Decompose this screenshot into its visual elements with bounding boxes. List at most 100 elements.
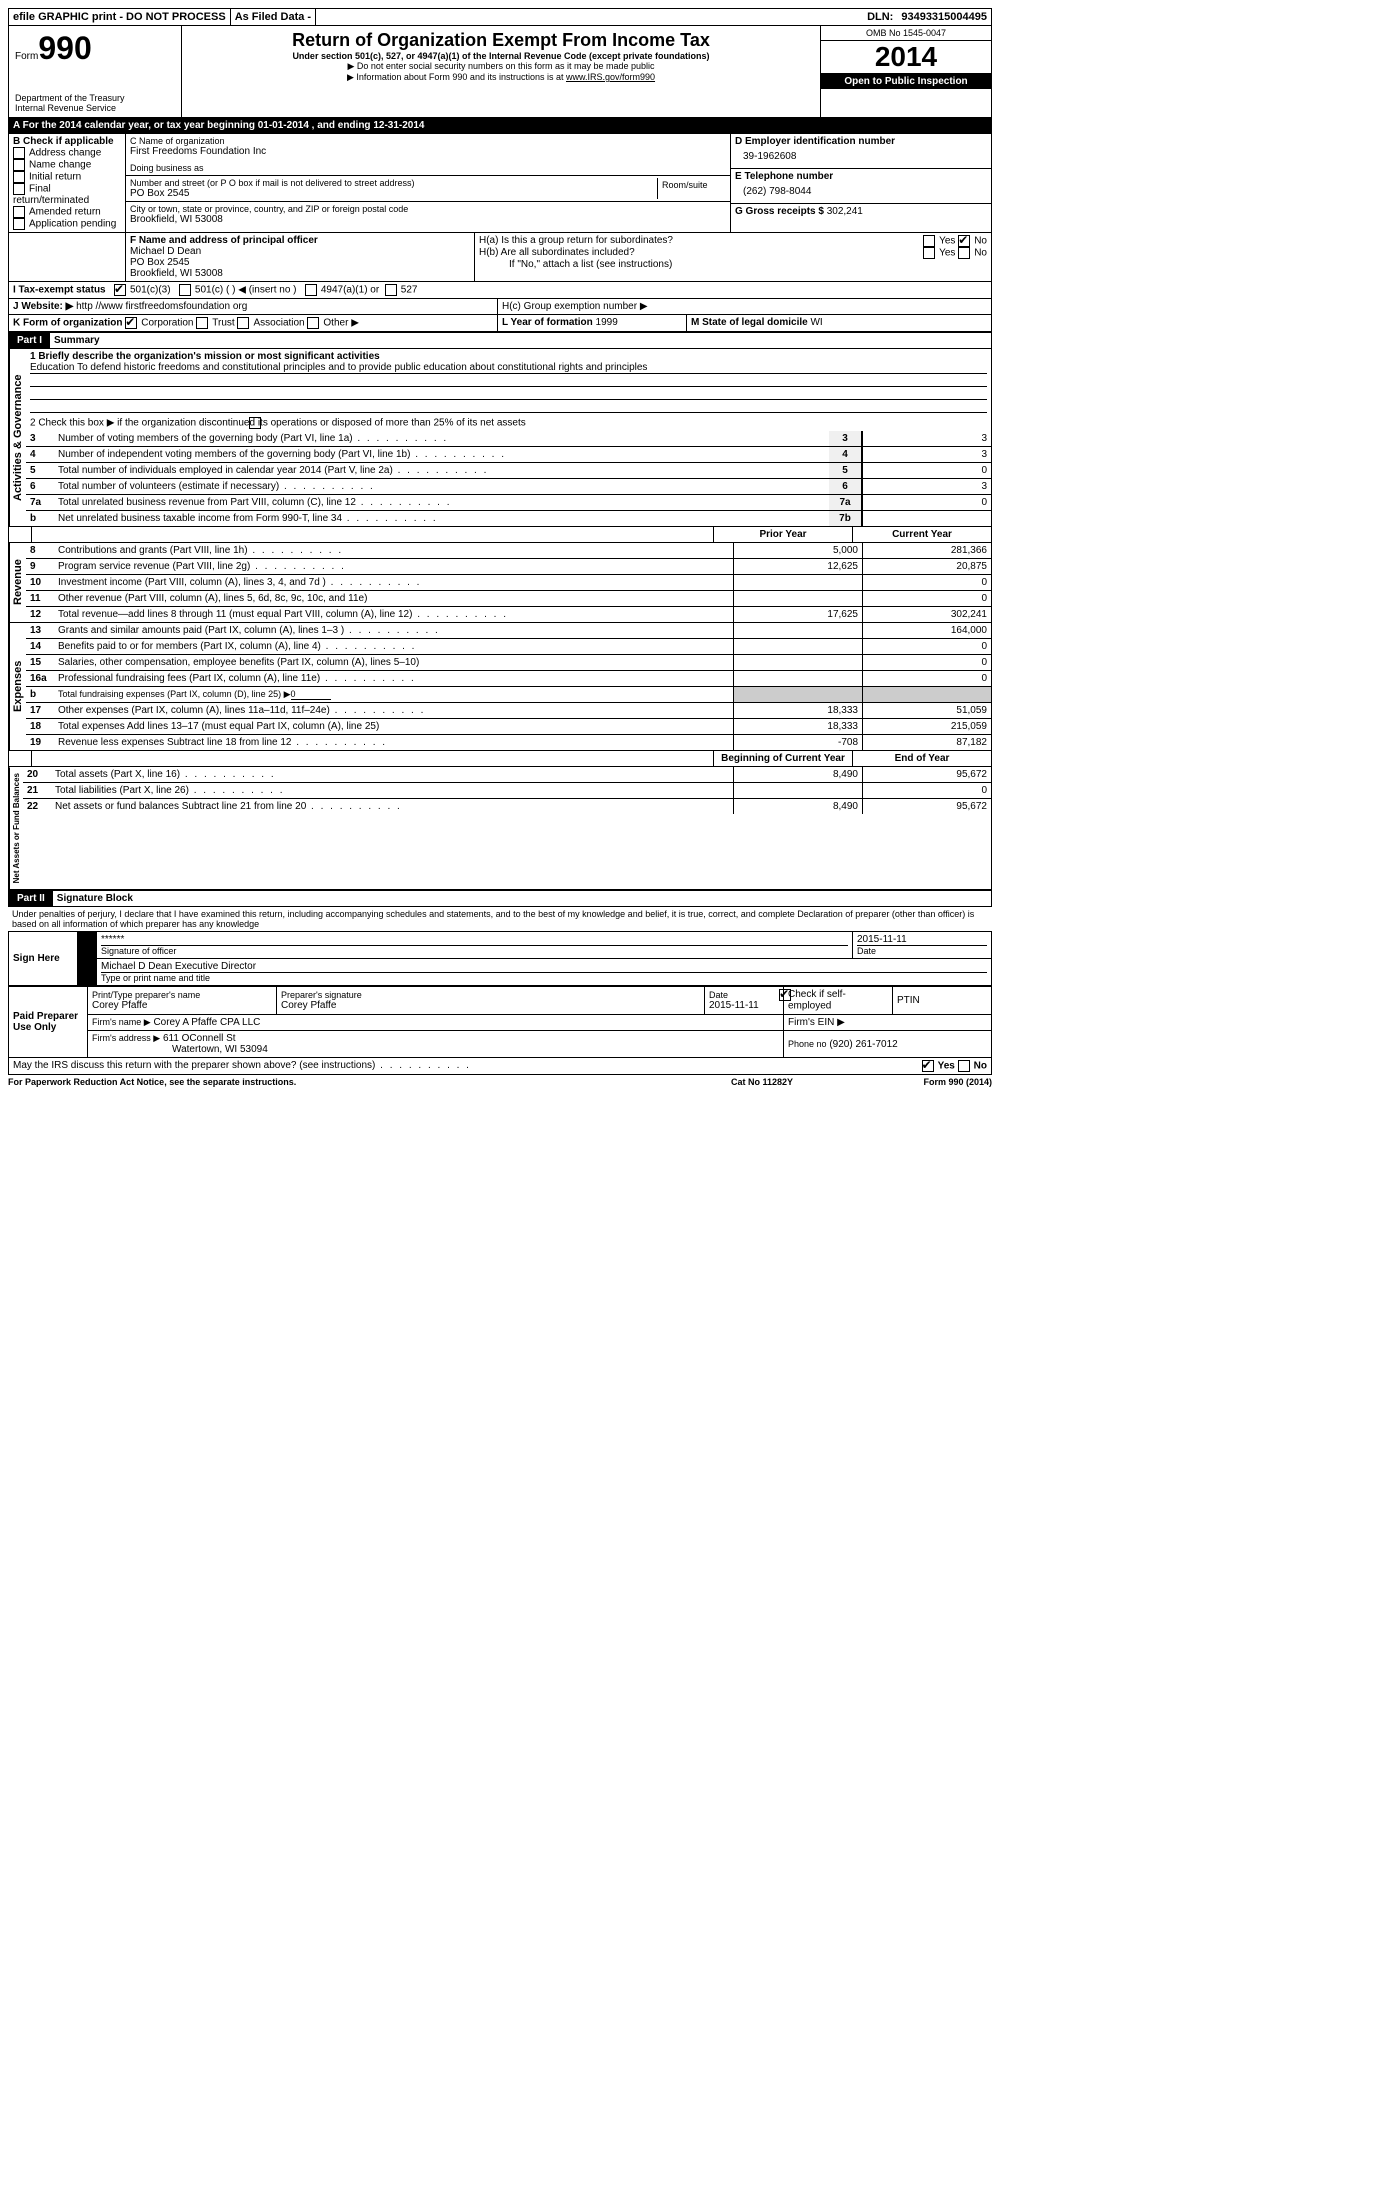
line-12: Total revenue—add lines 8 through 11 (mu… [54,607,733,622]
ha-label: H(a) Is this a group return for subordin… [479,235,923,247]
footer-pra: For Paperwork Reduction Act Notice, see … [8,1077,672,1087]
q1-blank-2 [30,387,987,400]
line-4-label: Number of independent voting members of … [54,447,829,462]
vside-ag: Activities & Governance [9,349,26,526]
line-9-p: 12,625 [733,559,862,574]
e-label: E Telephone number [735,171,987,182]
c-city-label: City or town, state or province, country… [130,204,726,214]
discuss-yes-label: Yes [938,1061,955,1072]
line-20-c: 95,672 [862,767,991,782]
line-21-c: 0 [862,783,991,798]
q1-blank-3 [30,400,987,413]
q1-text: Education To defend historic freedoms an… [30,362,987,374]
checkbox-final-return[interactable] [13,183,25,195]
prep-sig: Corey Pfaffe [281,1000,700,1011]
line-6-val: 3 [862,479,991,494]
line-19: Revenue less expenses Subtract line 18 f… [54,735,733,750]
k-assoc-label: Association [253,318,304,329]
line-22-p: 8,490 [733,799,862,814]
form-word: Form [15,51,38,62]
section-deg: D Employer identification number 39-1962… [731,134,991,232]
discuss-row: May the IRS discuss this return with the… [8,1058,992,1075]
vside-exp: Expenses [9,623,26,750]
j-label: J Website: ▶ [13,301,73,312]
line-9-c: 20,875 [862,559,991,574]
form-header: Form990 Department of the Treasury Inter… [8,26,992,118]
part-ii-label: Part II [9,891,53,906]
i-4947[interactable] [305,284,317,296]
c-name: First Freedoms Foundation Inc [130,146,726,157]
k-other[interactable] [307,317,319,329]
line-22-c: 95,672 [862,799,991,814]
line-17-p: 18,333 [733,703,862,718]
ptin-label: PTIN [893,987,992,1015]
section-a-text: A For the 2014 calendar year, or tax yea… [9,118,428,133]
line-10: Investment income (Part VIII, column (A)… [54,575,733,590]
ha-yes-label: Yes [939,236,955,247]
checkbox-application-pending[interactable] [13,218,25,230]
line-21: Total liabilities (Part X, line 26) [51,783,733,798]
efile-header-bar: efile GRAPHIC print - DO NOT PROCESS As … [8,8,992,26]
line-16b-val: 0 [291,689,331,700]
f-addr1: PO Box 2545 [130,257,470,268]
line-20: Total assets (Part X, line 16) [51,767,733,782]
section-a: A For the 2014 calendar year, or tax yea… [8,118,992,134]
k-assoc[interactable] [237,317,249,329]
checkbox-amended-return[interactable] [13,206,25,218]
label-initial-return: Initial return [29,172,81,183]
line-19-c: 87,182 [862,735,991,750]
i-527[interactable] [385,284,397,296]
line-15-p [733,655,862,670]
boy-hdr: Beginning of Current Year [713,751,852,766]
tax-year: 2014 [821,41,991,74]
eoy-hdr: End of Year [852,751,991,766]
k-corp-label: Corporation [141,318,193,329]
line-18-p: 18,333 [733,719,862,734]
phone-label: Phone no [788,1039,827,1049]
i-501c[interactable] [179,284,191,296]
hb-yes-label: Yes [939,248,955,259]
line-14-c: 0 [862,639,991,654]
checkbox-initial-return[interactable] [13,171,25,183]
ha-no[interactable] [958,235,970,247]
form-title: Return of Organization Exempt From Incom… [190,30,812,51]
line-14-p [733,639,862,654]
d-label: D Employer identification number [735,136,987,147]
line-5-label: Total number of individuals employed in … [54,463,829,478]
c-addr-label: Number and street (or P O box if mail is… [130,178,657,188]
q2-checkbox[interactable] [249,417,261,429]
line-16a-p [733,671,862,686]
c-addr: PO Box 2545 [130,188,657,199]
section-bcdefg: B Check if applicable Address change Nam… [8,134,992,233]
checkbox-address-change[interactable] [13,147,25,159]
discuss-yes[interactable] [922,1060,934,1072]
self-employed-checkbox[interactable] [779,989,791,1001]
label-application-pending: Application pending [29,219,116,230]
prep-name: Corey Pfaffe [92,1000,272,1011]
g-value: 302,241 [827,206,863,217]
line-16a-c: 0 [862,671,991,686]
line-16b-p [733,687,862,702]
firm-ein-label: Firm's EIN ▶ [784,1015,992,1031]
line-4-val: 3 [862,447,991,462]
hb-no[interactable] [958,247,970,259]
sig-stars: ****** [101,934,848,945]
checkbox-name-change[interactable] [13,159,25,171]
line-7a-val: 0 [862,495,991,510]
hb-yes[interactable] [923,247,935,259]
i-501c3[interactable] [114,284,126,296]
line-7b-val [862,511,991,526]
line-17: Other expenses (Part IX, column (A), lin… [54,703,733,718]
f-addr2: Brookfield, WI 53008 [130,268,470,279]
k-trust[interactable] [196,317,208,329]
line-7b-label: Net unrelated business taxable income fr… [54,511,829,526]
form-note-2-link[interactable]: www.IRS.gov/form990 [566,72,655,82]
ha-yes[interactable] [923,235,935,247]
k-corp[interactable] [125,317,137,329]
dept-1: Department of the Treasury [15,93,175,103]
expenses-block: Expenses 13Grants and similar amounts pa… [8,623,992,751]
discuss-no[interactable] [958,1060,970,1072]
i-501c3-label: 501(c)(3) [130,285,171,296]
part-ii-title: Signature Block [53,891,137,906]
dln-value: 93493315004495 [897,9,991,25]
